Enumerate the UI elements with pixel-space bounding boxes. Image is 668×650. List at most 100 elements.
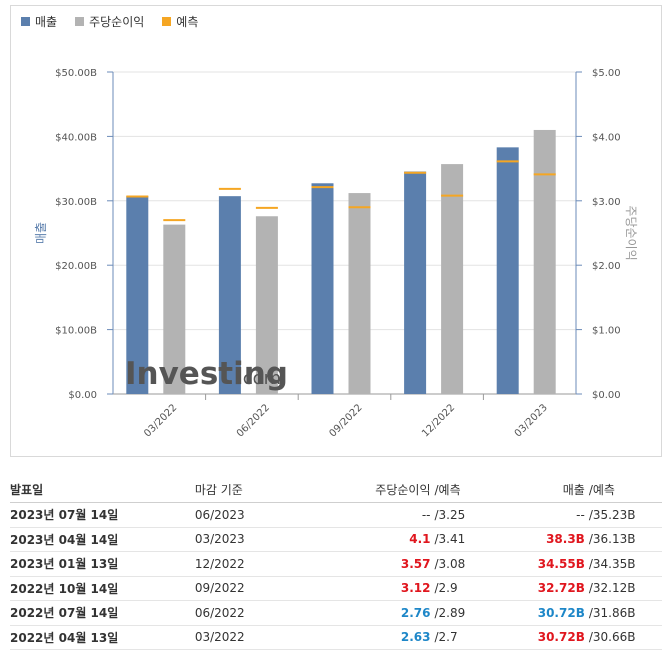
revenue-value: 30.72B	[537, 630, 585, 645]
table-row: 2022년 07월 14일 06/2022 2.76/2.89 30.72B/31.8…	[10, 600, 662, 626]
cell-revenue-forecast: 36.13B	[592, 527, 662, 552]
y-tick-label-left: $30.00B	[55, 197, 97, 208]
cell-eps: 2.76/	[331, 600, 439, 626]
bar-revenue	[311, 183, 334, 394]
cell-eps: 3.57/	[331, 551, 439, 577]
y-tick-label-right: $3.00	[592, 197, 621, 208]
cell-period-end: 06/2023	[194, 502, 332, 528]
bar-revenue	[126, 196, 149, 394]
axes	[107, 71, 582, 400]
cell-revenue: -- /	[501, 502, 593, 528]
eps-value: 3.57	[400, 556, 431, 571]
eps-value: 2.63	[400, 630, 431, 645]
header-revenue-label: 매출	[562, 482, 585, 497]
bar-chart: Investing .com $0.00 $0.00 $10.00B $1.00 $20…	[34, 68, 638, 439]
cell-revenue: 30.72B /	[501, 600, 593, 626]
cell-release-date: 2022년 04월 13일	[10, 625, 195, 650]
revenue-value: 34.55B	[537, 556, 585, 571]
bar-eps	[533, 129, 556, 394]
eps-value: 2.76	[400, 605, 431, 620]
legend-item-forecast[interactable]: 예측	[162, 13, 198, 30]
revenue-value: --	[576, 507, 585, 522]
header-eps-label: 주당순이익	[375, 482, 431, 497]
cell-eps: 2.63/	[331, 625, 439, 650]
y-axis-title-left: 매출	[34, 222, 48, 244]
cell-revenue-forecast: 30.66B	[592, 625, 662, 650]
header-period-end[interactable]: 마감 기준	[194, 476, 332, 503]
legend-label-revenue: 매출	[35, 15, 58, 29]
eps-value: --	[421, 507, 431, 522]
revenue-value: 38.3B	[546, 532, 585, 547]
header-eps-slash: /	[434, 482, 439, 497]
bar-eps	[441, 164, 464, 394]
earnings-chart-panel: 매출 주당순이익 예측 Investing .com $0.00 $0.00 $10…	[10, 5, 662, 457]
cell-revenue: 30.72B /	[501, 625, 593, 650]
table-row: 2023년 01월 13일 12/2022 3.57/3.08 34.55B/34.3…	[10, 551, 662, 577]
revenue-slash: /	[588, 605, 593, 620]
cell-release-date: 2022년 07월 14일	[10, 600, 195, 626]
cell-eps: 4.1/	[331, 527, 439, 552]
y-tick-label-left: $20.00B	[55, 261, 97, 272]
eps-slash: /	[434, 581, 439, 596]
x-tick-label: 06/2022	[235, 402, 272, 439]
cell-revenue: 34.55B /	[501, 551, 593, 577]
watermark-suffix: .com	[237, 368, 281, 389]
legend-item-eps[interactable]: 주당순이익	[75, 13, 144, 30]
header-revenue-forecast[interactable]: 예측	[592, 476, 662, 503]
legend-swatch-eps	[75, 17, 85, 26]
legend-label-eps: 주당순이익	[89, 15, 145, 29]
table-row: 2022년 04월 13일 03/2022 2.63/2.7 30.72B/30.66…	[10, 625, 662, 650]
bar-revenue	[404, 171, 427, 394]
revenue-value: 32.72B	[537, 581, 585, 596]
earnings-table: 발표일 마감 기준 주당순이익 / 예측 매출 / 예측 2023년 07월 14일…	[10, 476, 662, 650]
y-tick-label-left: $40.00B	[55, 132, 97, 143]
eps-value: 3.12	[400, 581, 431, 596]
header-revenue-slash: /	[588, 482, 593, 497]
cell-release-date: 2023년 01월 13일	[10, 551, 195, 577]
bar-eps	[348, 193, 371, 394]
cell-eps-forecast: 3.08	[438, 551, 502, 577]
eps-slash: /	[434, 556, 439, 571]
cell-eps: 3.12/	[331, 576, 439, 601]
y-tick-label-right: $1.00	[592, 326, 621, 337]
cell-eps-forecast: 2.9	[438, 576, 502, 601]
header-release-date[interactable]: 발표일	[10, 476, 195, 503]
cell-revenue: 38.3B /	[501, 527, 593, 552]
bar-eps	[163, 224, 186, 394]
watermark-text: Investing	[125, 356, 288, 392]
table-header-row: 발표일 마감 기준 주당순이익 / 예측 매출 / 예측	[10, 476, 662, 503]
revenue-slash: /	[588, 556, 593, 571]
legend-item-revenue[interactable]: 매출	[21, 13, 57, 30]
header-revenue[interactable]: 매출 /	[501, 476, 593, 503]
investing-watermark: Investing .com	[125, 356, 288, 392]
revenue-slash: /	[588, 630, 593, 645]
x-tick-label: 03/2022	[142, 402, 179, 439]
eps-value: 4.1	[409, 532, 431, 547]
revenue-slash: /	[588, 507, 593, 522]
forecast-markers	[126, 160, 556, 222]
legend-swatch-forecast	[162, 17, 172, 26]
cell-eps-forecast: 2.89	[438, 600, 502, 626]
table-row: 2022년 10월 14일 09/2022 3.12/2.9 32.72B/32.12…	[10, 576, 662, 601]
bars	[126, 129, 556, 394]
bar-eps	[255, 216, 278, 394]
y-tick-label-right: $4.00	[592, 132, 621, 143]
cell-revenue-forecast: 32.12B	[592, 576, 662, 601]
cell-period-end: 03/2022	[194, 625, 332, 650]
eps-slash: /	[434, 532, 439, 547]
table-body: 2023년 07월 14일 06/2023 --/3.25 --/35.23B 2023…	[10, 502, 662, 650]
y-tick-label-right: $2.00	[592, 261, 621, 272]
header-eps-forecast[interactable]: 예측	[438, 476, 502, 503]
x-tick-label: 12/2022	[420, 402, 457, 439]
cell-release-date: 2022년 10월 14일	[10, 576, 195, 601]
cell-revenue-forecast: 31.86B	[592, 600, 662, 626]
y-tick-label-right: $0.00	[592, 390, 621, 401]
y-tick-label-left: $50.00B	[55, 68, 97, 79]
cell-release-date: 2023년 07월 14일	[10, 502, 195, 528]
x-tick-label: 03/2023	[513, 402, 550, 439]
cell-revenue: 32.72B /	[501, 576, 593, 601]
header-eps[interactable]: 주당순이익 /	[331, 476, 439, 503]
revenue-slash: /	[588, 581, 593, 596]
table-row: 2023년 04월 14일 03/2023 4.1/3.41 38.3B/36.13B	[10, 527, 662, 552]
eps-slash: /	[434, 507, 439, 522]
